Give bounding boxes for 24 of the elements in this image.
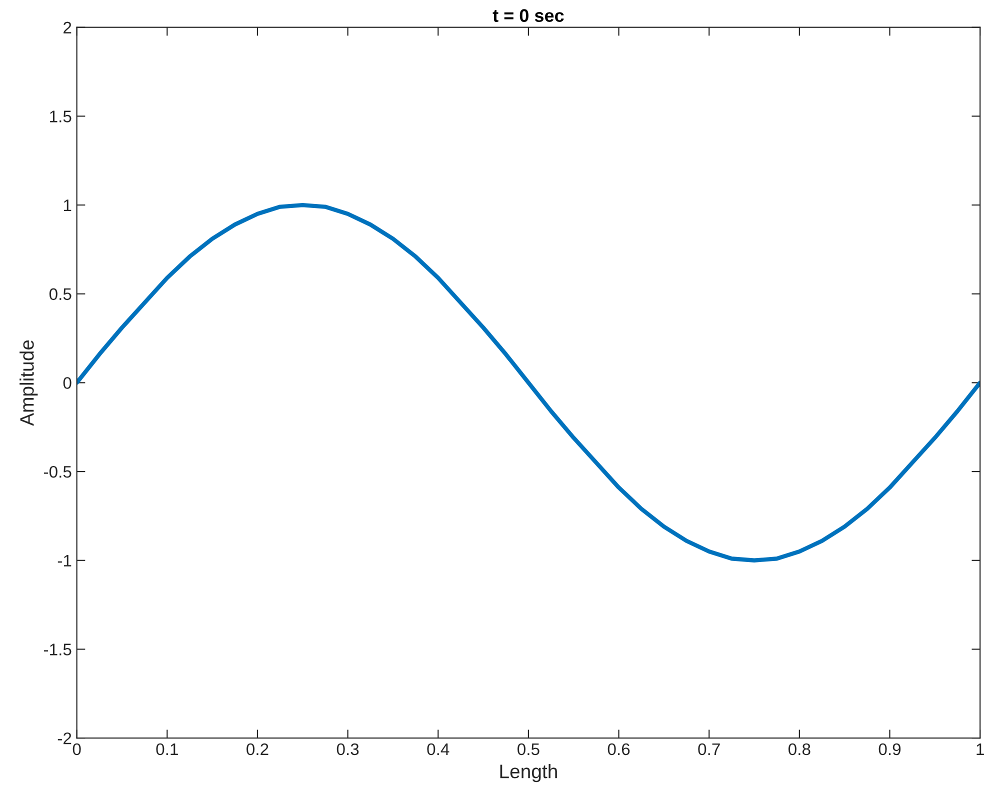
x-tick-label: 0.2 [246, 743, 268, 756]
x-tick-label: 0.9 [878, 743, 901, 756]
y-tick-label: 1.5 [50, 110, 72, 122]
y-tick-label: 0 [63, 377, 72, 389]
x-tick-label: 0.8 [788, 743, 810, 756]
x-tick-label: 1 [976, 744, 984, 756]
x-tick-label: 0.1 [156, 743, 178, 756]
y-tick-label: 2 [64, 22, 72, 34]
x-tick-label: 0 [72, 743, 81, 756]
y-tick-label: -0.5 [44, 466, 72, 478]
y-tick-label: 1 [64, 200, 72, 212]
y-tick-label: -2 [58, 732, 72, 744]
x-axis-title: Length [500, 764, 557, 782]
y-tick-label: 0.5 [49, 288, 72, 300]
x-tick-label: 0.6 [608, 743, 630, 756]
x-tick-label: 0.4 [427, 743, 450, 756]
x-tick-label: 0.3 [336, 743, 359, 756]
y-axis-title: Amplitude [20, 340, 38, 426]
chart-title: t = 0 sec [492, 9, 564, 22]
x-tick-label: 0.7 [698, 743, 720, 756]
x-tick-label: 0.5 [518, 743, 540, 756]
line-series [76, 202, 980, 562]
y-tick-label: -1 [58, 554, 72, 566]
y-tick-label: -1.5 [44, 644, 72, 656]
